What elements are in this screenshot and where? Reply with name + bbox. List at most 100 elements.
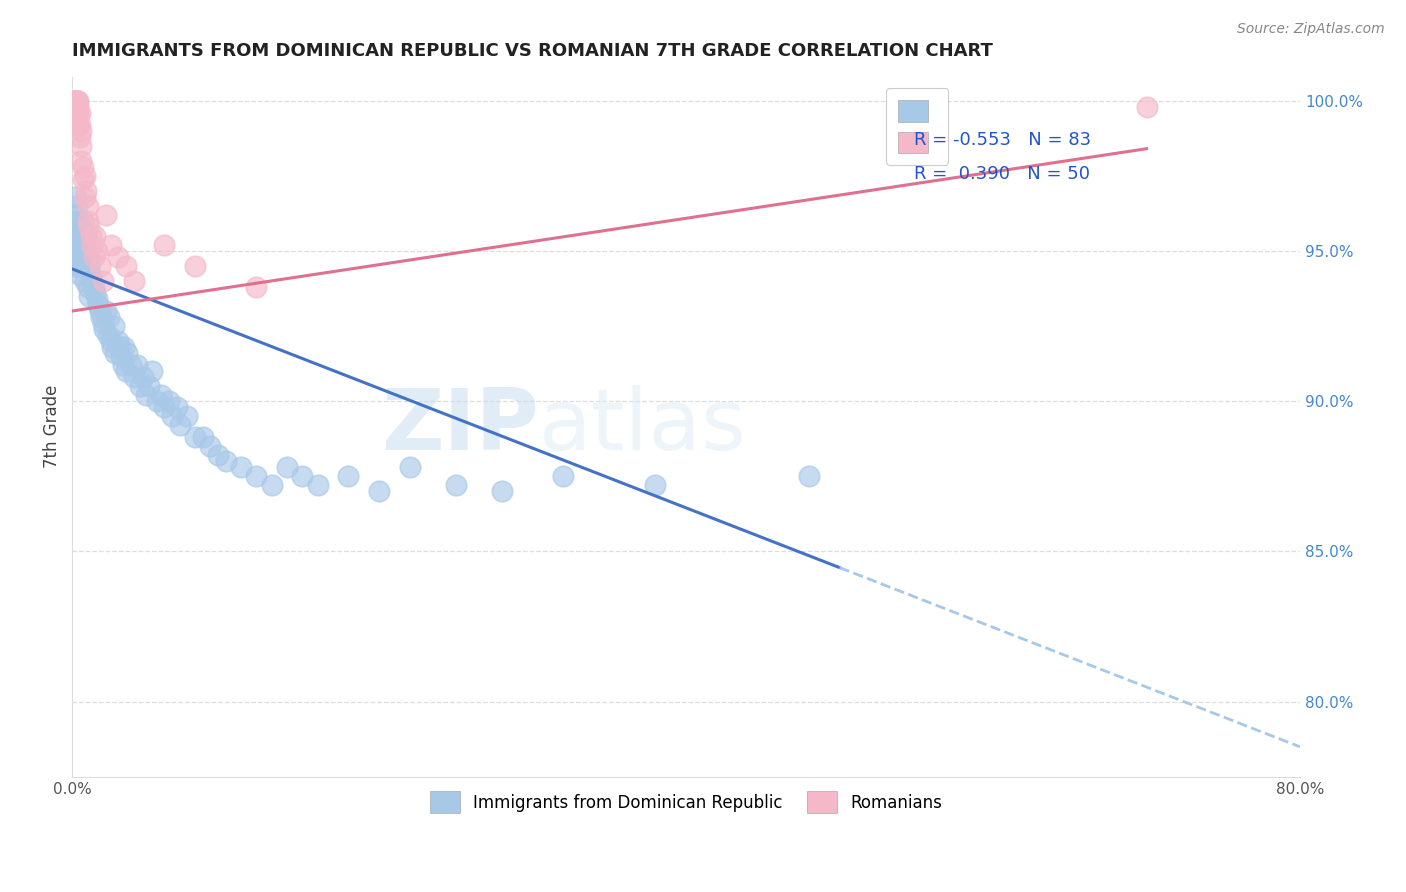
Point <box>65 105 87 120</box>
Point <box>62 94 84 108</box>
Point <box>62 100 84 114</box>
Point <box>86 292 108 306</box>
Point <box>94 208 117 222</box>
Point <box>104 346 127 360</box>
Point <box>245 280 267 294</box>
Point <box>94 304 117 318</box>
Point <box>84 285 107 300</box>
Point <box>75 184 97 198</box>
Point <box>103 319 125 334</box>
Point <box>76 199 98 213</box>
Point <box>153 400 176 414</box>
Point <box>65 190 87 204</box>
Point <box>76 280 98 294</box>
Point <box>91 274 114 288</box>
Point <box>135 388 157 402</box>
Point <box>66 105 89 120</box>
Point <box>73 274 96 288</box>
Point <box>132 370 155 384</box>
Point <box>66 112 89 126</box>
Point <box>122 274 145 288</box>
Point <box>207 448 229 462</box>
Point <box>83 250 105 264</box>
Point <box>65 100 87 114</box>
Point <box>83 280 105 294</box>
Point <box>70 228 93 243</box>
Point <box>73 169 96 183</box>
Point <box>86 244 108 258</box>
Point <box>368 484 391 499</box>
Point <box>67 100 90 114</box>
Point <box>77 289 100 303</box>
Point <box>70 124 93 138</box>
Text: R = -0.553   N = 83: R = -0.553 N = 83 <box>914 131 1091 149</box>
Point <box>444 478 467 492</box>
Point <box>166 400 188 414</box>
Text: ZIP: ZIP <box>381 385 538 468</box>
Point <box>89 259 111 273</box>
Point <box>245 469 267 483</box>
Text: Source: ZipAtlas.com: Source: ZipAtlas.com <box>1237 22 1385 37</box>
Point <box>644 478 666 492</box>
Point <box>98 310 121 324</box>
Point <box>184 430 207 444</box>
Point <box>76 250 98 264</box>
Point <box>110 349 132 363</box>
Point <box>62 244 84 258</box>
Point <box>67 118 90 132</box>
Point <box>65 94 87 108</box>
Point <box>399 460 422 475</box>
Point <box>79 228 101 243</box>
Point <box>138 379 160 393</box>
Point <box>67 94 90 108</box>
Point <box>69 219 91 234</box>
Point <box>115 259 138 273</box>
Point <box>153 238 176 252</box>
Point <box>66 219 89 234</box>
Point <box>128 379 150 393</box>
Point <box>62 94 84 108</box>
Point <box>72 160 94 174</box>
Point <box>76 214 98 228</box>
Point <box>96 328 118 343</box>
Text: atlas: atlas <box>538 385 747 468</box>
Point <box>67 244 90 258</box>
Point <box>120 358 142 372</box>
Point <box>108 340 131 354</box>
Point <box>69 105 91 120</box>
Y-axis label: 7th Grade: 7th Grade <box>44 385 60 468</box>
Point <box>184 259 207 273</box>
Point <box>87 298 110 312</box>
Point <box>89 304 111 318</box>
Point <box>191 430 214 444</box>
Point <box>65 100 87 114</box>
Point <box>66 100 89 114</box>
Point <box>553 469 575 483</box>
Point <box>66 250 89 264</box>
Point <box>93 322 115 336</box>
Point <box>67 105 90 120</box>
Point <box>260 478 283 492</box>
Point <box>117 346 139 360</box>
Point <box>69 129 91 144</box>
Point <box>1135 100 1157 114</box>
Point <box>307 478 329 492</box>
Point <box>101 340 124 354</box>
Point <box>65 259 87 273</box>
Point <box>79 268 101 282</box>
Point <box>141 364 163 378</box>
Point <box>91 316 114 330</box>
Point <box>122 370 145 384</box>
Point <box>112 340 135 354</box>
Point <box>150 388 173 402</box>
Point <box>200 439 222 453</box>
Point <box>160 409 183 424</box>
Point <box>72 214 94 228</box>
Point <box>82 274 104 288</box>
Point <box>111 358 134 372</box>
Point <box>66 199 89 213</box>
Point <box>100 238 122 252</box>
Point <box>215 454 238 468</box>
Point <box>66 94 89 108</box>
Legend: Immigrants from Dominican Republic, Romanians: Immigrants from Dominican Republic, Roma… <box>418 780 955 824</box>
